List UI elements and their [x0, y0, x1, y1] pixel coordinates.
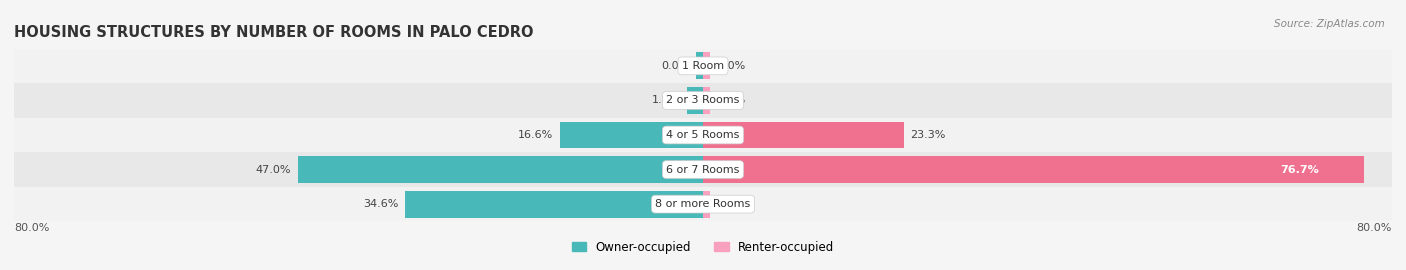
- Text: 1.8%: 1.8%: [652, 95, 681, 106]
- Bar: [703, 52, 710, 79]
- Text: 16.6%: 16.6%: [517, 130, 553, 140]
- Bar: [703, 156, 1364, 183]
- Bar: [560, 122, 703, 148]
- Bar: [696, 52, 703, 79]
- Text: 34.6%: 34.6%: [363, 199, 398, 209]
- Text: HOUSING STRUCTURES BY NUMBER OF ROOMS IN PALO CEDRO: HOUSING STRUCTURES BY NUMBER OF ROOMS IN…: [14, 25, 533, 40]
- Bar: [703, 87, 710, 114]
- Text: 6 or 7 Rooms: 6 or 7 Rooms: [666, 164, 740, 175]
- Bar: [298, 156, 703, 183]
- Text: 0.0%: 0.0%: [717, 61, 745, 71]
- Text: 80.0%: 80.0%: [14, 223, 49, 233]
- Bar: [405, 191, 703, 218]
- Bar: [14, 83, 1392, 118]
- Text: 0.0%: 0.0%: [717, 199, 745, 209]
- Text: 4 or 5 Rooms: 4 or 5 Rooms: [666, 130, 740, 140]
- Text: 1 Room: 1 Room: [682, 61, 724, 71]
- Bar: [14, 152, 1392, 187]
- Bar: [703, 191, 710, 218]
- Bar: [14, 187, 1392, 221]
- Bar: [14, 118, 1392, 152]
- Text: 76.7%: 76.7%: [1279, 164, 1319, 175]
- Text: 23.3%: 23.3%: [911, 130, 946, 140]
- Bar: [14, 49, 1392, 83]
- Text: Source: ZipAtlas.com: Source: ZipAtlas.com: [1274, 19, 1385, 29]
- Text: 0.0%: 0.0%: [661, 61, 689, 71]
- Bar: [703, 122, 904, 148]
- Text: 0.0%: 0.0%: [717, 95, 745, 106]
- Legend: Owner-occupied, Renter-occupied: Owner-occupied, Renter-occupied: [572, 241, 834, 254]
- Text: 8 or more Rooms: 8 or more Rooms: [655, 199, 751, 209]
- Text: 80.0%: 80.0%: [1357, 223, 1392, 233]
- Text: 2 or 3 Rooms: 2 or 3 Rooms: [666, 95, 740, 106]
- Text: 47.0%: 47.0%: [256, 164, 291, 175]
- Bar: [688, 87, 703, 114]
